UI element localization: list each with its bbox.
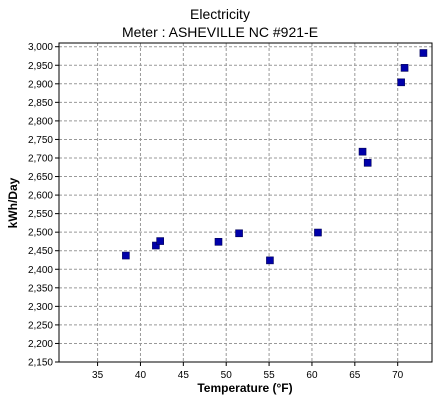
- x-tick-label: 55: [264, 370, 276, 381]
- x-tick-label: 45: [178, 370, 190, 381]
- y-tick-label: 2,950: [28, 61, 53, 72]
- y-axis-label: kWh/Day: [6, 177, 20, 228]
- y-tick-label: 2,750: [28, 135, 53, 146]
- x-axis: 35 40 45 50 55 60 65 70: [92, 362, 404, 381]
- y-tick-label: 2,500: [28, 228, 53, 239]
- y-tick-label: 2,800: [28, 116, 53, 127]
- data-point: [363, 159, 372, 167]
- x-tick-label: 50: [221, 370, 233, 381]
- y-tick-label: 2,550: [28, 209, 53, 220]
- x-tick-label: 70: [392, 370, 404, 381]
- y-tick-label: 2,400: [28, 265, 53, 276]
- data-point: [214, 238, 223, 246]
- data-points: [122, 49, 428, 265]
- data-point: [156, 237, 164, 245]
- x-tick-label: 35: [92, 370, 104, 381]
- data-point: [314, 228, 322, 237]
- chart-title: Electricity: [190, 6, 250, 22]
- y-tick-label: 2,300: [28, 302, 53, 313]
- y-tick-label: 2,600: [28, 191, 53, 202]
- y-tick-label: 2,450: [28, 246, 53, 257]
- y-tick-label: 2,850: [28, 98, 53, 109]
- y-axis: 2,150 2,200 2,250 2,300 2,350 2,400 2,450 2,500…: [28, 42, 59, 369]
- x-tick-label: 60: [306, 370, 318, 381]
- grid: [59, 43, 432, 363]
- y-tick-label: 2,150: [28, 358, 53, 369]
- y-tick-label: 2,650: [28, 172, 53, 183]
- data-point: [400, 64, 409, 72]
- data-point: [122, 251, 130, 260]
- data-point: [235, 229, 243, 238]
- data-point: [266, 256, 274, 265]
- y-tick-label: 2,250: [28, 320, 53, 331]
- x-tick-label: 65: [349, 370, 361, 381]
- data-point: [419, 49, 428, 57]
- x-axis-label: Temperature (°F): [197, 381, 292, 395]
- y-tick-label: 2,200: [28, 339, 53, 350]
- x-tick-label: 40: [135, 370, 147, 381]
- data-point: [358, 147, 367, 156]
- plot-frame: [58, 42, 433, 363]
- y-tick-label: 2,900: [28, 79, 53, 90]
- y-tick-label: 2,350: [28, 283, 53, 294]
- y-tick-label: 2,700: [28, 153, 53, 164]
- data-point: [397, 78, 405, 87]
- y-tick-label: 3,000: [28, 42, 53, 53]
- data-point: [152, 241, 160, 250]
- chart-subtitle: Meter : ASHEVILLE NC #921-E: [122, 24, 318, 40]
